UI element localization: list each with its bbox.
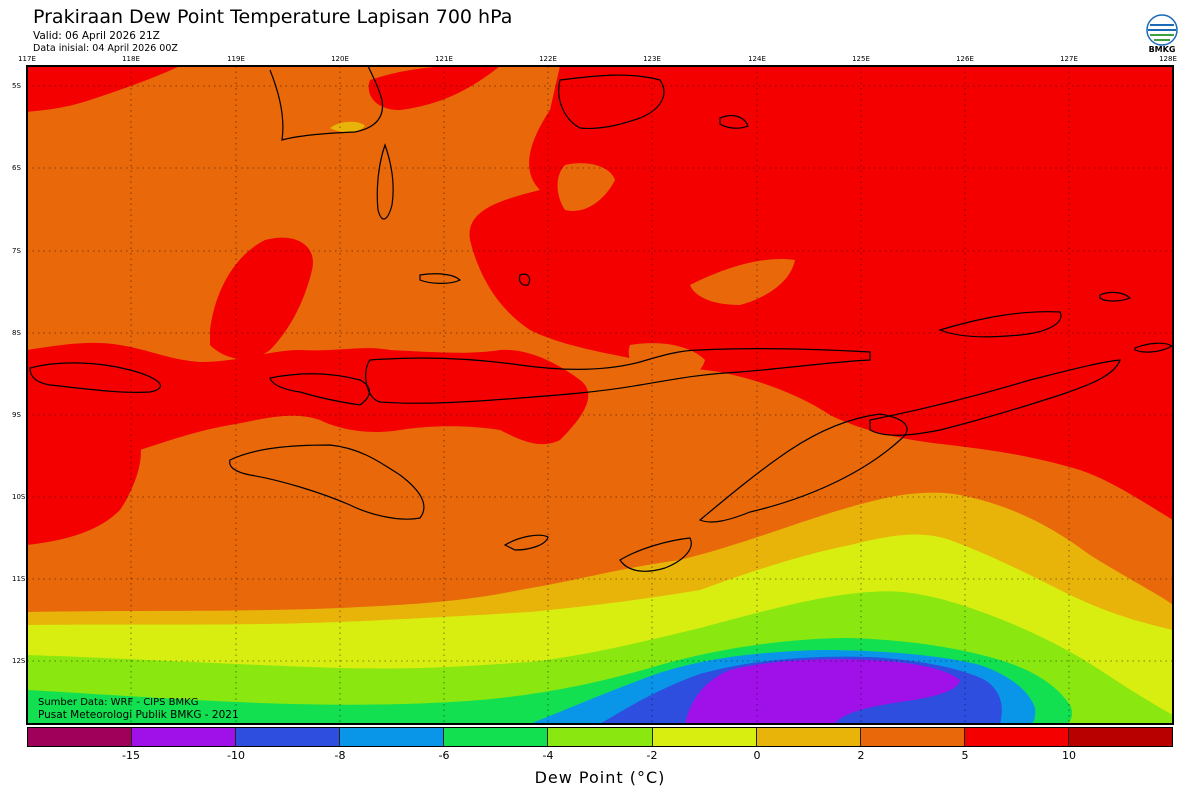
coastline-group (29, 66, 1173, 572)
valid-time: Valid: 06 April 2026 21Z (33, 30, 160, 42)
graticule (27, 66, 1173, 724)
coast-flores-north-islands (558, 74, 665, 130)
initial-time: Data inisial: 04 April 2026 00Z (33, 43, 178, 54)
map-frame (26, 65, 1174, 725)
data-source-credit: Sumber Data: WRF - CIPS BMKG (38, 697, 199, 708)
coast-sumba (229, 444, 425, 520)
field-red-top (368, 66, 500, 110)
field-red-north (469, 66, 1173, 520)
colorbar-tick: -2 (646, 749, 658, 762)
colorbar-tick: 10 (1062, 749, 1076, 762)
coast-sawu (503, 534, 549, 551)
lat-label: 10S (12, 493, 26, 501)
coast-small-3 (1134, 342, 1173, 353)
coast-small-4 (719, 114, 749, 129)
colorbar-swatch (860, 728, 965, 746)
colorbar-tick: -15 (122, 749, 140, 762)
colorbar-swatch (756, 728, 861, 746)
field-red-west (27, 342, 589, 520)
lat-label: 9S (12, 411, 21, 419)
colorbar-swatch (236, 728, 341, 746)
field-orange-blob-1 (690, 259, 795, 305)
colorbar-swatch (548, 728, 653, 746)
coast-sulawesi-south (269, 66, 384, 141)
field-red-top-left (27, 66, 180, 112)
coast-small-5 (518, 273, 531, 286)
colorbar-tick: -8 (334, 749, 346, 762)
lon-label: 122E (539, 55, 557, 63)
colorbar-tick: 2 (857, 749, 865, 762)
colorbar-label: Dew Point (°C) (534, 768, 666, 787)
coast-rote (619, 537, 692, 572)
lon-label: 124E (748, 55, 766, 63)
field-red-blob-nw (210, 237, 313, 360)
logo-text: BMKG (1148, 45, 1176, 54)
colorbar-swatch (132, 728, 237, 746)
lat-label: 6S (12, 164, 21, 172)
coast-timor-east (869, 359, 1121, 436)
colorbar-tick: 5 (961, 749, 969, 762)
lon-label: 125E (852, 55, 870, 63)
lat-label: 12S (12, 657, 26, 665)
lon-label: 126E (956, 55, 974, 63)
lon-label: 120E (331, 55, 349, 63)
lat-label: 11S (12, 575, 26, 583)
colorbar-swatch (964, 728, 1069, 746)
colorbar-swatch (652, 728, 757, 746)
lat-label: 8S (12, 329, 21, 337)
coast-small-2 (1099, 291, 1132, 302)
lon-label: 117E (18, 55, 36, 63)
coast-lesser-sunda-west (269, 373, 370, 406)
colorbar-swatch (1068, 728, 1173, 746)
field-orange-blob-3 (628, 343, 705, 382)
colorbar-swatch (444, 728, 549, 746)
coast-buton (376, 143, 394, 220)
coast-bali-lombok (29, 362, 161, 393)
lon-label: 123E (643, 55, 661, 63)
colorbar-tick: -4 (542, 749, 554, 762)
field-red-west-lower (27, 430, 141, 545)
colorbar-tick: 0 (753, 749, 761, 762)
lat-label: 7S (12, 247, 21, 255)
coast-sumbawa-flores (365, 348, 871, 404)
lon-label: 119E (227, 55, 245, 63)
field-yellow-spot (330, 121, 365, 132)
bmkg-logo-icon (1146, 14, 1178, 46)
organization-credit: Pusat Meteorologi Publik BMKG - 2021 (38, 709, 239, 721)
colorbar-tick: -10 (227, 749, 245, 762)
lon-label: 127E (1060, 55, 1078, 63)
lon-label: 118E (122, 55, 140, 63)
lon-label: 128E (1159, 55, 1177, 63)
coast-timor (698, 413, 908, 523)
field-violet (685, 659, 960, 724)
lat-label: 5S (12, 82, 21, 90)
colorbar-swatch (340, 728, 445, 746)
coast-wetar (938, 311, 1062, 338)
coast-small-1 (419, 273, 462, 284)
lon-label: 121E (435, 55, 453, 63)
field-orange-blob-2 (557, 163, 615, 211)
colorbar (27, 727, 1173, 747)
colorbar-swatch (28, 728, 133, 746)
colorbar-tick: -6 (438, 749, 450, 762)
map-title: Prakiraan Dew Point Temperature Lapisan … (33, 6, 513, 28)
